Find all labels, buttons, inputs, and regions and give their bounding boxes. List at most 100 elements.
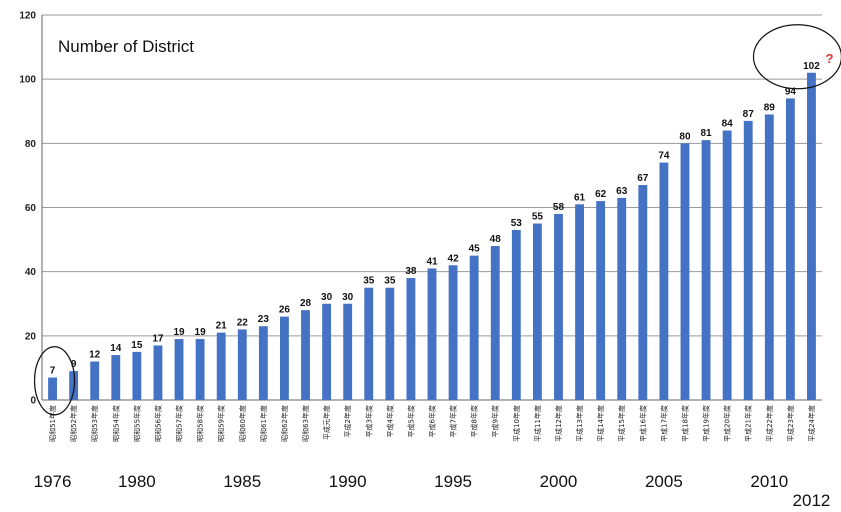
x-tick-label: 平成5年度 (406, 405, 415, 437)
data-label: 67 (637, 173, 649, 184)
data-label: 80 (679, 131, 691, 142)
data-label: 12 (89, 350, 101, 361)
bar (322, 303, 332, 400)
data-label: 38 (405, 266, 417, 277)
data-label: 53 (511, 218, 523, 229)
data-label: 9 (71, 359, 77, 370)
data-label: 55 (532, 212, 544, 223)
x-tick-label: 平成3年度 (364, 405, 373, 437)
year-annotation: 1980 (118, 472, 156, 491)
bar (301, 310, 310, 400)
bar (258, 326, 268, 400)
x-tick-label: 平成20年度 (723, 405, 732, 442)
bar (617, 197, 627, 400)
y-tick-label: 120 (19, 11, 36, 22)
highlight-circle-last (752, 24, 841, 90)
x-tick-label: 昭和60年度 (238, 405, 247, 442)
data-label: 35 (384, 276, 396, 287)
x-tick-label: 平成16年度 (638, 405, 647, 442)
year-annotation: 1995 (434, 472, 472, 491)
y-tick-label: 20 (25, 331, 37, 342)
x-tick-label: 昭和58年度 (196, 405, 205, 442)
x-tick-label: 昭和63年度 (301, 405, 310, 442)
data-label: 74 (658, 151, 670, 162)
bar (722, 130, 732, 400)
x-tick-label: 昭和54年度 (111, 405, 120, 442)
data-label: 94 (785, 86, 797, 97)
x-tick-label: 平成13年度 (575, 405, 584, 442)
x-tick-label: 平成21年度 (744, 405, 753, 442)
x-tick-label: 平成24年度 (807, 405, 816, 442)
x-tick-label: 平成4年度 (385, 405, 394, 437)
data-label: 14 (110, 343, 122, 354)
year-annotation: 1976 (34, 472, 72, 491)
bar (111, 355, 121, 400)
year-annotation: 2000 (540, 472, 578, 491)
bar (680, 143, 690, 401)
data-label: 87 (743, 109, 755, 120)
x-tick-label: 昭和62年度 (280, 405, 289, 442)
y-tick-label: 100 (19, 75, 36, 86)
bar (596, 201, 606, 400)
bar (132, 351, 142, 400)
bar (364, 287, 374, 400)
bar (511, 229, 521, 400)
bar (532, 223, 542, 400)
bar (659, 162, 669, 400)
question-mark-annotation: ? (825, 51, 833, 66)
data-label: 15 (131, 340, 143, 351)
year-annotation: 1990 (329, 472, 367, 491)
bar (638, 185, 648, 400)
data-label: 58 (553, 202, 565, 213)
data-label: 28 (300, 298, 312, 309)
x-tick-label: 平成12年度 (554, 405, 563, 442)
x-tick-label: 平成2年度 (343, 405, 352, 437)
y-tick-label: 60 (25, 203, 37, 214)
x-tick-label: 平成元年度 (322, 405, 331, 440)
y-tick-label: 80 (25, 139, 37, 150)
x-tick-label: 平成23年度 (786, 405, 795, 442)
x-tick-label: 平成6年度 (428, 405, 437, 437)
data-label: 63 (616, 186, 628, 197)
bar (153, 345, 163, 400)
highlight-circle-first (33, 346, 76, 416)
x-tick-label: 平成8年度 (470, 405, 479, 437)
data-label: 30 (342, 292, 354, 303)
data-label: 48 (490, 234, 502, 245)
data-label: 81 (700, 128, 712, 139)
data-label: 22 (237, 317, 249, 328)
bar (701, 140, 711, 400)
x-tick-label: 平成18年度 (680, 405, 689, 442)
x-tick-label: 平成7年度 (449, 405, 458, 437)
year-annotation: 1985 (223, 472, 261, 491)
x-tick-label: 昭和59年度 (217, 405, 226, 442)
data-label: 102 (803, 61, 820, 72)
x-tick-label: 平成15年度 (617, 405, 626, 442)
bar (785, 98, 795, 401)
x-tick-label: 平成11年度 (533, 405, 542, 442)
bar (90, 361, 100, 400)
x-tick-label: 平成9年度 (491, 405, 500, 437)
data-label: 30 (321, 292, 333, 303)
bar (216, 332, 226, 400)
bar (237, 329, 247, 400)
x-tick-label: 昭和52年度 (69, 405, 78, 442)
x-tick-label: 昭和56年度 (153, 405, 162, 442)
data-label: 23 (258, 314, 270, 325)
bar (195, 339, 205, 400)
data-label: 26 (279, 305, 291, 316)
bar (69, 371, 79, 400)
bar (280, 316, 289, 400)
bar (48, 377, 57, 400)
bar (343, 303, 353, 400)
data-label: 62 (595, 189, 607, 200)
x-tick-label: 平成17年度 (659, 405, 668, 442)
data-label: 21 (216, 321, 228, 332)
bar (554, 213, 563, 400)
bar (174, 339, 184, 400)
data-label: 45 (469, 244, 481, 255)
y-tick-label: 0 (30, 396, 36, 407)
x-tick-label: 平成14年度 (596, 405, 605, 442)
data-label: 42 (448, 253, 460, 264)
